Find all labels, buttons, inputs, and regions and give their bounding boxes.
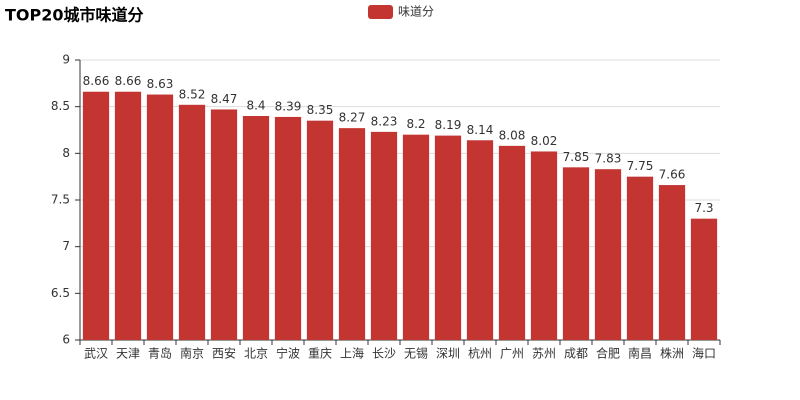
x-tick-label: 武汉: [84, 347, 108, 361]
y-tick-label: 7.5: [51, 193, 70, 207]
x-tick-label: 广州: [500, 347, 524, 361]
y-tick-label: 9: [62, 53, 70, 67]
data-label: 8.47: [211, 92, 238, 106]
bar: [658, 185, 686, 340]
data-label: 8.2: [406, 117, 425, 131]
bar: [146, 94, 174, 341]
bar: [114, 91, 142, 340]
data-label: 7.83: [595, 152, 622, 166]
x-tick-label: 重庆: [308, 347, 332, 361]
x-tick-label: 无锡: [404, 346, 428, 361]
bar: [274, 116, 302, 340]
bar: [370, 131, 398, 340]
bar: [402, 134, 430, 340]
x-tick-label: 西安: [212, 346, 236, 361]
x-tick-label: 苏州: [532, 347, 556, 361]
x-tick-label: 宁波: [276, 346, 300, 361]
y-tick-label: 8: [62, 146, 70, 160]
x-tick-label: 株洲: [660, 346, 684, 361]
x-tick-label: 北京: [244, 347, 268, 361]
bar: [690, 218, 718, 340]
data-label: 8.52: [179, 87, 206, 101]
y-tick-label: 7: [62, 239, 70, 253]
y-tick-label: 8.5: [51, 99, 70, 113]
data-label: 8.39: [275, 99, 302, 113]
data-label: 8.19: [435, 118, 462, 132]
bar: [498, 145, 526, 340]
data-label: 7.3: [694, 201, 713, 215]
x-tick-label: 深圳: [436, 347, 460, 361]
bar: [210, 109, 238, 340]
x-tick-label: 海口: [692, 346, 716, 361]
bar: [242, 116, 270, 340]
x-tick-label: 南昌: [628, 346, 652, 361]
x-tick-label: 南京: [180, 346, 204, 361]
x-tick-label: 天津: [116, 347, 140, 361]
x-tick-label: 长沙: [372, 347, 396, 361]
data-label: 8.08: [499, 128, 526, 142]
data-label: 7.85: [563, 150, 590, 164]
data-label: 8.66: [115, 74, 142, 88]
data-label: 8.35: [307, 103, 334, 117]
bar: [434, 135, 462, 340]
bar: [82, 91, 110, 340]
data-label: 8.23: [371, 114, 398, 128]
x-tick-label: 杭州: [468, 346, 492, 361]
bar: [306, 120, 334, 341]
y-tick-label: 6.5: [51, 286, 70, 300]
bar: [562, 167, 590, 340]
data-label: 8.63: [147, 77, 174, 91]
data-label: 8.4: [246, 99, 265, 113]
bar: [594, 169, 622, 340]
data-label: 8.14: [467, 123, 494, 137]
bar: [178, 104, 206, 340]
x-tick-label: 合肥: [596, 346, 620, 361]
bar: [626, 176, 654, 340]
bar: [338, 128, 366, 340]
legend-label: 味道分: [398, 5, 434, 19]
legend-swatch: [368, 5, 393, 19]
x-tick-label: 青岛: [148, 346, 172, 361]
chart-title: TOP20城市味道分: [5, 6, 144, 25]
data-label: 8.66: [83, 74, 110, 88]
data-label: 8.02: [531, 134, 558, 148]
data-label: 7.66: [659, 168, 686, 182]
bar: [530, 151, 558, 340]
bar: [466, 140, 494, 340]
x-tick-label: 成都: [564, 347, 588, 361]
y-tick-label: 6: [62, 333, 70, 347]
data-label: 7.75: [627, 159, 654, 173]
data-label: 8.27: [339, 111, 366, 125]
x-tick-label: 上海: [340, 346, 364, 361]
